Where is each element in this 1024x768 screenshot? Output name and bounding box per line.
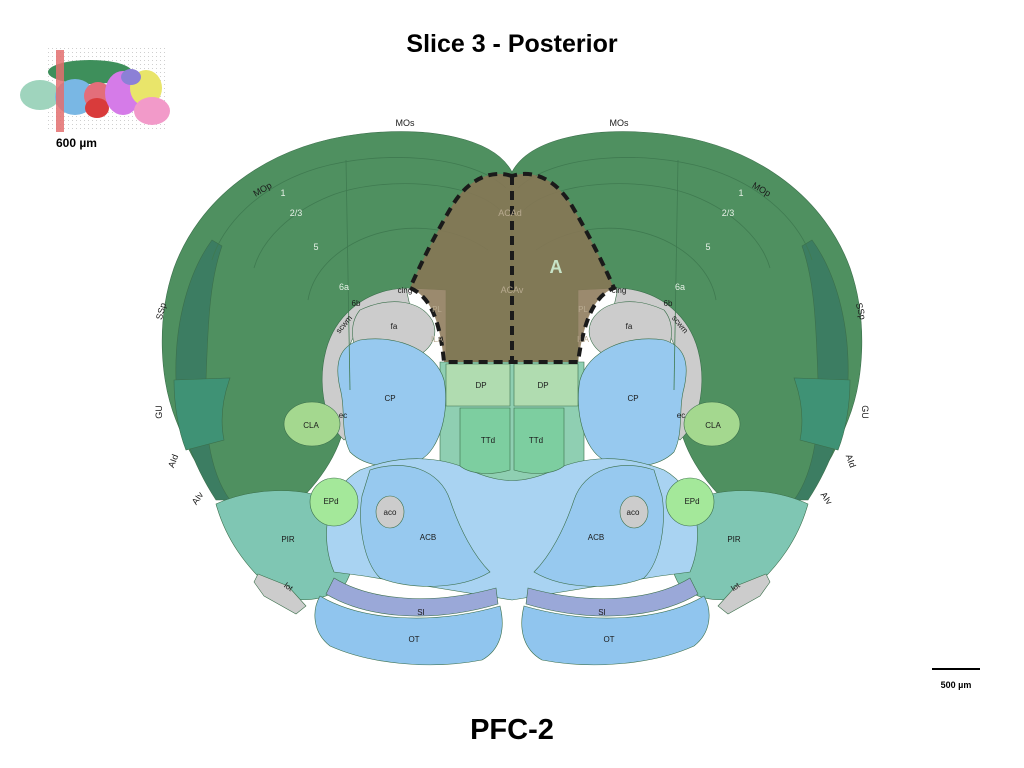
label-acb-right: ACB <box>588 533 604 542</box>
label-l6b-left: 6b <box>352 299 361 308</box>
label-pir-right: PIR <box>727 535 741 544</box>
region-marker-a: A <box>550 257 563 277</box>
label-aiv-left: AIv <box>190 490 206 507</box>
label-pir-left: PIR <box>281 535 295 544</box>
label-acb-left: ACB <box>420 533 436 542</box>
label-ttd-left: TTd <box>481 436 495 445</box>
label-acad: ACAd <box>498 208 522 218</box>
label-pl-right: PL <box>578 305 588 314</box>
label-cla-left: CLA <box>303 421 319 430</box>
label-ec-left: ec <box>339 411 347 420</box>
coronal-section <box>161 131 863 666</box>
label-l5-left: 5 <box>313 242 318 252</box>
aco-right <box>619 495 649 529</box>
lot-left <box>253 573 307 615</box>
label-cp-right: CP <box>627 394 638 403</box>
label-epd-right: EPd <box>684 497 699 506</box>
label-ila-right: ILA <box>577 335 590 344</box>
label-l1-right: 1 <box>738 188 743 198</box>
scale-bar-label: 500 µm <box>940 680 972 690</box>
label-ot-right: OT <box>603 635 614 644</box>
aco-left <box>375 495 405 529</box>
claustrum-left <box>283 401 341 447</box>
label-l6a-right: 6a <box>675 282 685 292</box>
label-acav: ACAv <box>501 285 524 295</box>
ot-left <box>314 595 503 666</box>
label-dp-right: DP <box>537 381 548 390</box>
label-dp-left: DP <box>475 381 486 390</box>
label-l6a-left: 6a <box>339 282 349 292</box>
label-gu-right: GU <box>860 405 870 419</box>
insular-left <box>173 377 231 451</box>
label-ec-right: ec <box>677 411 685 420</box>
label-l23-right: 2/3 <box>722 208 735 218</box>
label-ssp-right: SSp <box>854 302 868 321</box>
label-pl-left: PL <box>432 305 442 314</box>
label-gu-left: GU <box>154 405 164 419</box>
label-cing-left: cing <box>398 286 413 295</box>
label-ttd-right: TTd <box>529 436 543 445</box>
label-cing-right: cing <box>612 286 627 295</box>
label-si-right: SI <box>598 608 606 617</box>
inset-scale-label: 600 µm <box>56 136 97 150</box>
label-fa-left: fa <box>391 322 398 331</box>
label-aco-right: aco <box>627 508 640 517</box>
label-ssp-left: SSp <box>154 302 168 321</box>
label-aiv-right: AIv <box>819 490 835 507</box>
label-cp-left: CP <box>384 394 395 403</box>
epd-right <box>665 477 715 527</box>
dp-left <box>445 363 511 407</box>
label-l23-left: 2/3 <box>290 208 303 218</box>
label-l1-left: 1 <box>280 188 285 198</box>
label-mos-left: MOs <box>396 118 415 128</box>
acb-left <box>360 465 491 587</box>
label-ila-left: ILA <box>431 335 444 344</box>
ot-right <box>521 595 710 666</box>
label-fa-right: fa <box>626 322 633 331</box>
label-ot-left: OT <box>408 635 419 644</box>
ttd-right <box>513 407 565 474</box>
claustrum-right <box>683 401 741 447</box>
sagittal-inset <box>20 48 170 132</box>
label-l5-right: 5 <box>705 242 710 252</box>
label-aco-left: aco <box>384 508 397 517</box>
label-aid-left: AId <box>166 453 180 469</box>
page-title: Slice 3 - Posterior <box>406 30 618 58</box>
label-aid-right: AId <box>844 453 858 469</box>
label-si-left: SI <box>417 608 425 617</box>
slide-footer-label: PFC-2 <box>470 714 554 746</box>
lot-right <box>717 573 771 615</box>
acb-right <box>533 465 664 587</box>
slice-marker <box>56 50 64 132</box>
insular-right <box>793 377 851 451</box>
ttd-left <box>459 407 511 474</box>
label-mos-right: MOs <box>610 118 629 128</box>
si-left <box>325 577 499 617</box>
epd-left <box>309 477 359 527</box>
scale-bar <box>932 668 980 670</box>
label-epd-left: EPd <box>323 497 338 506</box>
label-cla-right: CLA <box>705 421 721 430</box>
label-l6b-right: 6b <box>664 299 673 308</box>
si-right <box>525 577 699 617</box>
